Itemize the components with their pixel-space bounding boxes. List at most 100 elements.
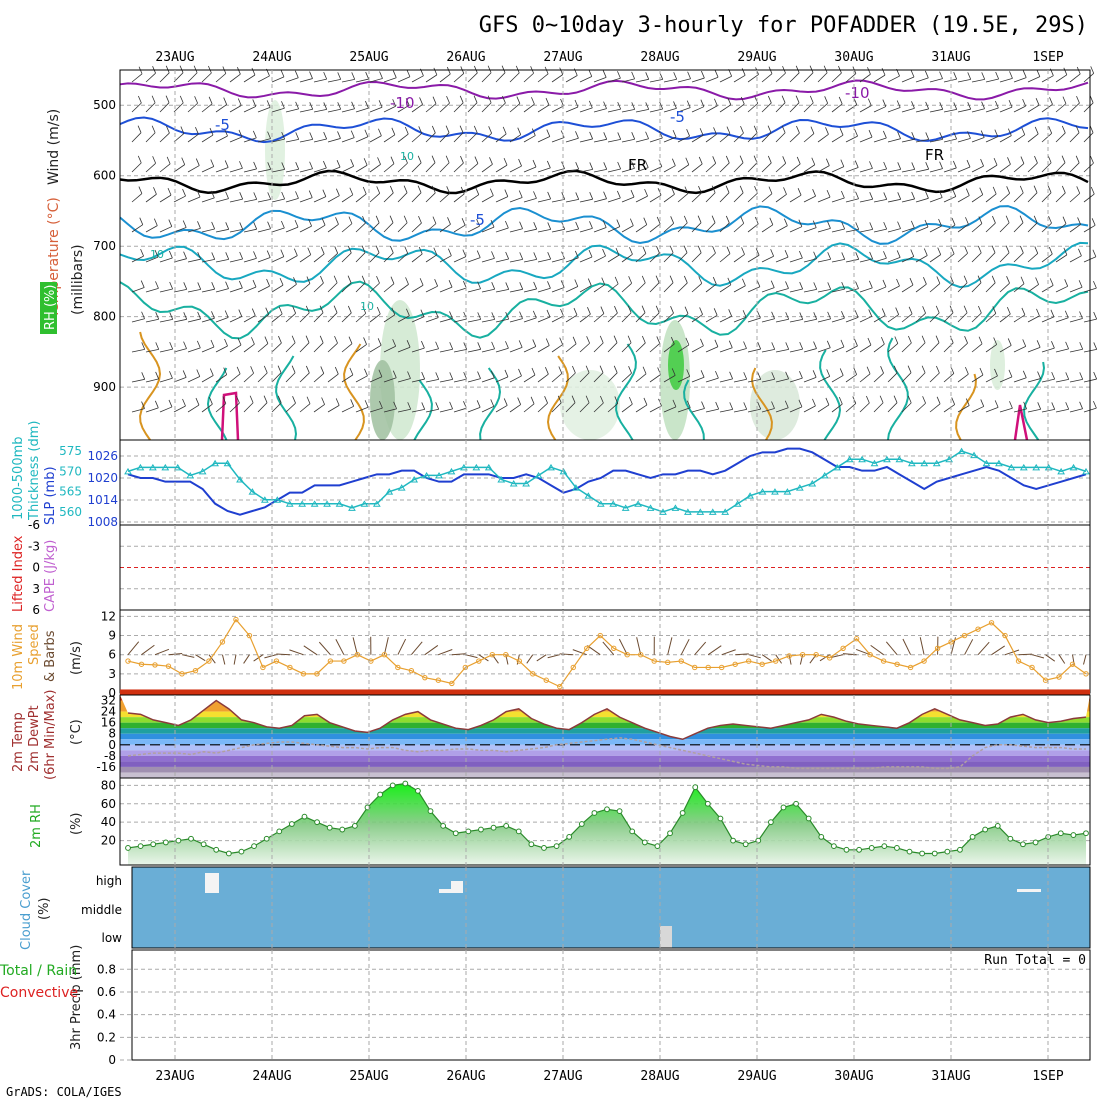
thick-ytick: 575	[59, 444, 82, 458]
wind-barb	[831, 166, 845, 173]
wind-barb	[271, 342, 282, 353]
wind-barb-tick	[266, 100, 271, 108]
rh-point	[629, 828, 636, 835]
wind-barb	[495, 258, 509, 263]
wind-barb-tick	[1093, 342, 1098, 350]
wind-barb	[1013, 408, 1027, 413]
wind-barb	[789, 319, 803, 323]
wind-barb	[173, 348, 187, 353]
thickness-point	[323, 500, 331, 507]
thickness-point	[646, 504, 655, 511]
wind-barb	[733, 192, 744, 203]
wind-barb	[131, 348, 145, 353]
wind-barb-tick	[547, 252, 552, 260]
wind-barb-tick	[449, 372, 454, 380]
wind-barb	[173, 318, 187, 323]
wind-speed-point	[489, 651, 496, 658]
bottom-date-label: 1SEP	[1032, 1069, 1063, 1084]
wind-label-4: (m/s)	[69, 641, 84, 675]
contour-label: -10	[390, 94, 415, 112]
wind-barb	[929, 78, 943, 83]
wind-barb-tick	[236, 366, 241, 375]
wind-barb-tick	[519, 311, 523, 319]
wind-barb	[845, 403, 857, 413]
wind-barb-tick	[1061, 155, 1066, 163]
wind-barb	[663, 223, 674, 233]
wind-barb	[1027, 284, 1039, 293]
wind-barb-tick	[473, 125, 478, 134]
wind10-barb	[1083, 654, 1087, 665]
wind-barb-tick	[617, 132, 622, 140]
wind10-barb	[181, 654, 195, 658]
wind-barb-tick	[949, 305, 954, 313]
wind-barb	[901, 372, 912, 383]
wind-barb	[719, 192, 730, 203]
wind-barb	[817, 196, 831, 203]
wind-barb	[705, 76, 719, 83]
wind-barb-tick	[224, 338, 228, 347]
wind-barb	[453, 287, 467, 293]
wind-barb	[495, 376, 509, 383]
wind-barb	[215, 345, 228, 353]
wind-barb	[691, 222, 702, 233]
wind-barb-tick	[659, 130, 663, 139]
wind-barb	[887, 372, 898, 383]
rh-point	[931, 850, 938, 857]
wind-barb	[1027, 378, 1041, 383]
wind-barb-tick	[504, 189, 509, 197]
upper-label-wind: Wind (m/s)	[46, 109, 62, 185]
wind-barb	[271, 256, 284, 263]
wind-barb-tick	[698, 185, 702, 194]
wind-speed-point	[1056, 674, 1062, 680]
thickness-point	[1082, 467, 1090, 475]
wind-barb	[327, 78, 341, 83]
wind-barb-tick	[1062, 216, 1067, 224]
wind-barb-tick	[673, 72, 678, 80]
wind-barb	[1013, 252, 1024, 263]
wind-barb-tick	[869, 222, 874, 230]
wind-barb	[341, 374, 354, 383]
wind-barb	[481, 72, 492, 83]
wind-barb	[215, 258, 229, 263]
wind-speed-point	[759, 661, 765, 667]
wind-barb-tick	[670, 306, 674, 314]
wind-barb-tick	[784, 250, 789, 258]
wind-barb-tick	[179, 95, 184, 104]
bottom-date-label: 29AUG	[737, 1069, 776, 1084]
wind-barb	[873, 402, 884, 413]
wind-barb-tick	[391, 307, 396, 315]
wind-barb-tick	[812, 398, 816, 407]
wind-barb-tick	[1063, 247, 1068, 256]
wind-barb-tick	[489, 157, 493, 165]
wind-barb-tick	[1050, 309, 1055, 317]
wind-speed-point	[651, 658, 657, 664]
wind-barb-tick	[795, 95, 800, 103]
wind-barb-tick	[952, 160, 957, 169]
cape-ytick: 6	[32, 603, 40, 617]
wind-barb-tick	[295, 162, 300, 170]
wind-barb	[649, 166, 663, 173]
thickness-point	[422, 471, 431, 479]
wind-barb-tick	[684, 306, 689, 314]
wind-barb-tick	[516, 96, 521, 104]
wind-barb-tick	[448, 279, 453, 288]
wind-barb-tick	[196, 369, 201, 377]
wind-barb-tick	[322, 189, 327, 197]
wind-barb-tick	[867, 67, 871, 75]
wind-barb-tick	[263, 365, 268, 374]
wind-barb	[663, 312, 674, 323]
wind-barb	[173, 133, 185, 143]
wind-barb-tick	[869, 161, 873, 169]
wind-barb-tick	[893, 395, 898, 403]
wind-barb-tick	[334, 246, 339, 254]
wind-barb	[845, 374, 857, 383]
thickness-point	[970, 451, 978, 459]
wind-barb-tick	[362, 306, 367, 314]
wind-barb-tick	[1020, 156, 1025, 164]
temp-ytick: -8	[104, 749, 116, 763]
wind10-barb	[559, 653, 574, 656]
wind-barb	[257, 314, 269, 323]
wind-barb	[831, 134, 844, 143]
wind-barb	[719, 253, 731, 263]
